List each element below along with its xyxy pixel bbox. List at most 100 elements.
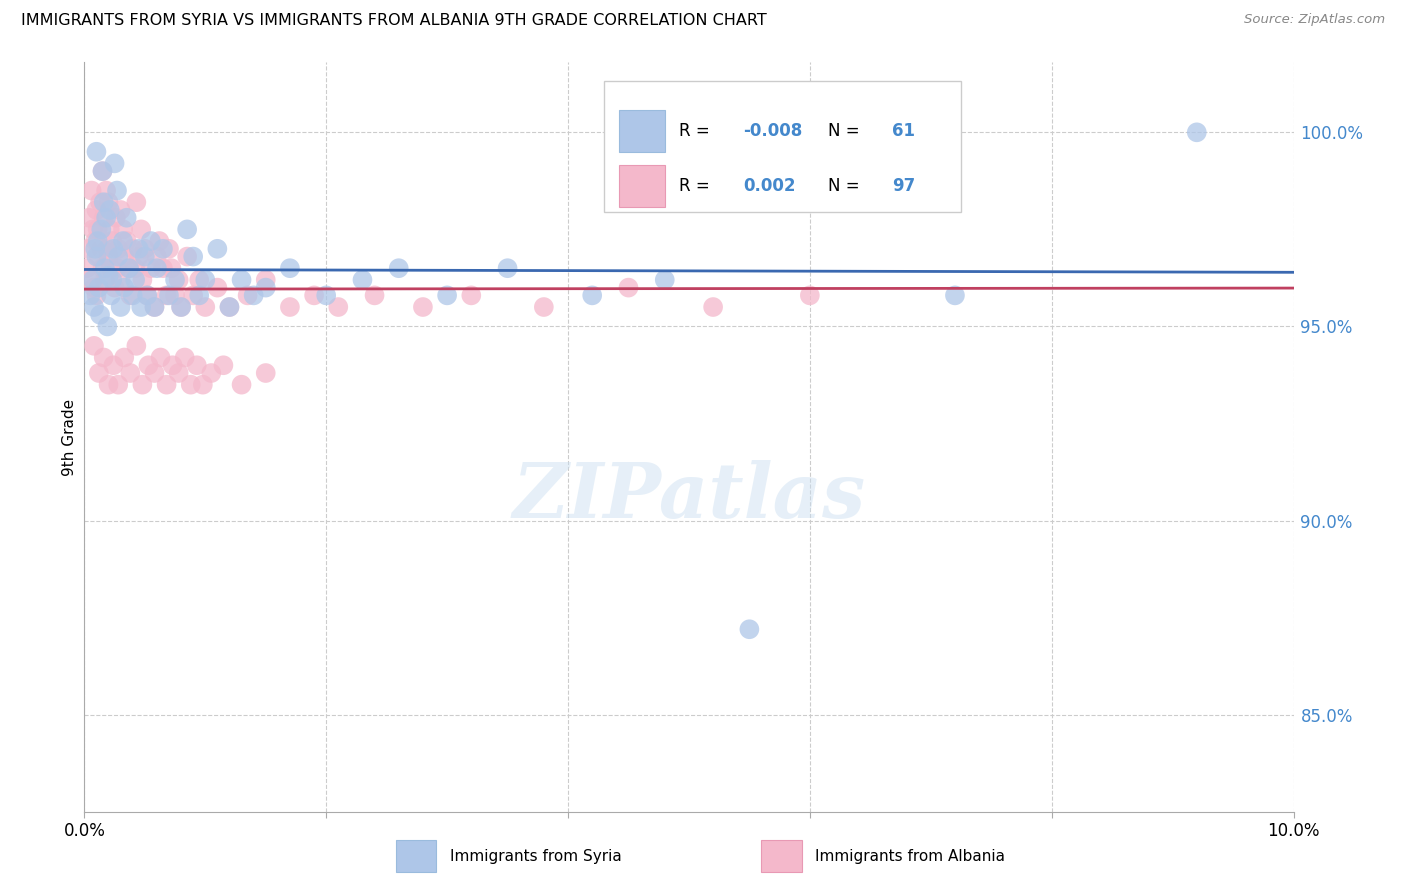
Immigrants from Albania (86, 288, 108, 302)
Immigrants from Albania (86, 202, 108, 217)
Immigrants from Albania (112, 222, 135, 236)
Immigrants from Albania (363, 288, 385, 302)
Immigrants from Albania (138, 358, 160, 372)
Immigrants from Albania (115, 234, 138, 248)
Immigrants from Syria (176, 222, 198, 236)
Immigrants from Syria (94, 211, 117, 225)
Immigrants from Albania (121, 242, 143, 256)
Immigrants from Albania (155, 288, 177, 302)
Text: R =: R = (679, 122, 716, 140)
Text: ZIPatlas: ZIPatlas (512, 460, 866, 534)
Immigrants from Albania (212, 358, 235, 372)
Immigrants from Syria (98, 202, 121, 217)
Immigrants from Syria (105, 184, 128, 198)
Immigrants from Albania (152, 261, 174, 276)
Immigrants from Albania (170, 300, 193, 314)
Immigrants from Albania (533, 300, 555, 314)
Immigrants from Albania (91, 261, 114, 276)
Immigrants from Syria (165, 273, 187, 287)
Immigrants from Syria (82, 273, 104, 287)
Text: Immigrants from Syria: Immigrants from Syria (450, 849, 621, 863)
Immigrants from Albania (112, 250, 135, 264)
Immigrants from Albania (148, 234, 170, 248)
Immigrants from Albania (100, 261, 122, 276)
Text: -0.008: -0.008 (744, 122, 803, 140)
Immigrants from Syria (943, 288, 966, 302)
Immigrants from Albania (173, 351, 195, 365)
Immigrants from Syria (136, 288, 159, 302)
Immigrants from Albania (93, 351, 115, 365)
Immigrants from Albania (131, 273, 153, 287)
FancyBboxPatch shape (605, 81, 962, 212)
Immigrants from Syria (86, 145, 108, 159)
Immigrants from Albania (77, 242, 100, 256)
Immigrants from Albania (194, 300, 217, 314)
Immigrants from Albania (155, 377, 177, 392)
Immigrants from Albania (104, 280, 127, 294)
Immigrants from Albania (143, 366, 166, 380)
Immigrants from Syria (139, 234, 162, 248)
Immigrants from Syria (128, 242, 150, 256)
Immigrants from Syria (581, 288, 603, 302)
Immigrants from Albania (176, 250, 198, 264)
Immigrants from Albania (77, 211, 100, 225)
Immigrants from Albania (167, 273, 190, 287)
Immigrants from Syria (83, 300, 105, 314)
Immigrants from Albania (96, 242, 118, 256)
Immigrants from Albania (125, 195, 148, 210)
Immigrants from Syria (152, 242, 174, 256)
Immigrants from Albania (460, 288, 482, 302)
Immigrants from Albania (86, 222, 108, 236)
Bar (619, 165, 665, 207)
Immigrants from Albania (157, 242, 180, 256)
Immigrants from Albania (162, 358, 184, 372)
Immigrants from Albania (98, 222, 121, 236)
Immigrants from Albania (97, 250, 120, 264)
Immigrants from Syria (194, 273, 217, 287)
Immigrants from Albania (134, 242, 156, 256)
Immigrants from Syria (129, 300, 152, 314)
Immigrants from Albania (412, 300, 434, 314)
Immigrants from Albania (101, 234, 124, 248)
Immigrants from Syria (90, 222, 112, 236)
Immigrants from Syria (107, 250, 129, 264)
Text: 97: 97 (891, 178, 915, 195)
Immigrants from Albania (231, 377, 253, 392)
Immigrants from Albania (94, 273, 117, 287)
Immigrants from Albania (131, 377, 153, 392)
Immigrants from Albania (79, 273, 101, 287)
Immigrants from Albania (76, 261, 98, 276)
Immigrants from Syria (231, 273, 253, 287)
Immigrants from Syria (388, 261, 411, 276)
Immigrants from Syria (115, 211, 138, 225)
Immigrants from Albania (181, 288, 204, 302)
Immigrants from Syria (278, 261, 301, 276)
Immigrants from Albania (110, 202, 132, 217)
Immigrants from Albania (207, 280, 229, 294)
Text: 61: 61 (891, 122, 915, 140)
Immigrants from Syria (94, 261, 117, 276)
Immigrants from Syria (91, 164, 114, 178)
Immigrants from Syria (86, 250, 108, 264)
Immigrants from Syria (157, 288, 180, 302)
Immigrants from Syria (112, 234, 135, 248)
Immigrants from Albania (129, 222, 152, 236)
Immigrants from Syria (110, 300, 132, 314)
Immigrants from Albania (139, 261, 162, 276)
Immigrants from Albania (236, 288, 259, 302)
Text: 0.002: 0.002 (744, 178, 796, 195)
Immigrants from Albania (180, 377, 202, 392)
Immigrants from Albania (165, 288, 187, 302)
Immigrants from Albania (128, 250, 150, 264)
Immigrants from Albania (254, 366, 277, 380)
Immigrants from Syria (97, 268, 120, 283)
Immigrants from Albania (105, 261, 128, 276)
Text: Source: ZipAtlas.com: Source: ZipAtlas.com (1244, 13, 1385, 27)
Immigrants from Syria (93, 195, 115, 210)
Immigrants from Syria (89, 308, 111, 322)
Immigrants from Syria (124, 273, 146, 287)
Immigrants from Syria (84, 242, 107, 256)
Immigrants from Syria (146, 261, 169, 276)
Immigrants from Albania (83, 339, 105, 353)
Immigrants from Albania (120, 288, 142, 302)
